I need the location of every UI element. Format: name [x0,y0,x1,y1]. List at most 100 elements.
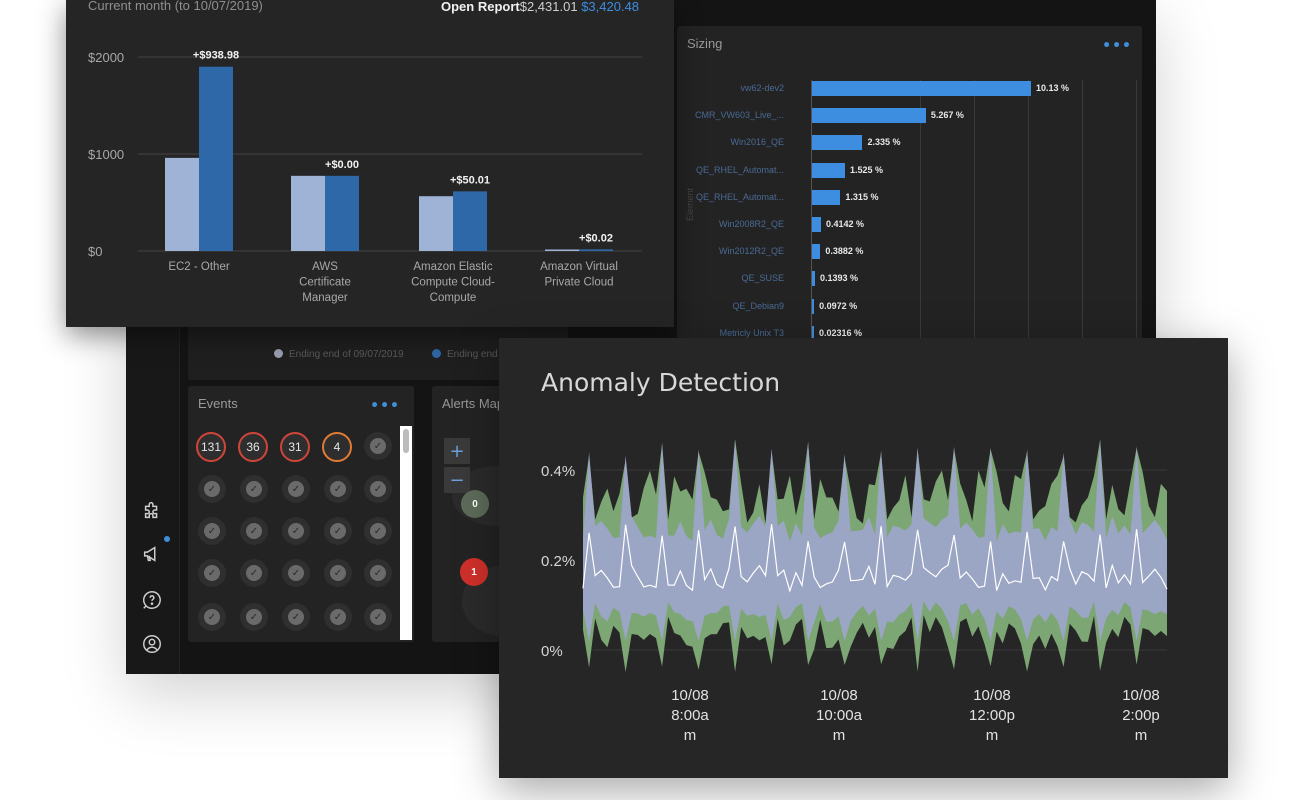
check-icon[interactable]: ✓ [324,603,352,631]
sizing-value: 0.3882 % [825,246,864,257]
bar-current [453,191,487,251]
sizing-row[interactable]: Metricly Unix T3 0.02316 % [677,325,1142,342]
user-avatar-icon[interactable] [140,632,164,656]
more-menu-icon[interactable]: ••• [1102,38,1132,54]
sizing-label: QE_RHEL_Automat... [695,164,784,175]
sizing-row[interactable]: QE_RHEL_Automat... 1.315 % [677,189,1142,206]
map-marker[interactable]: 0 [461,490,489,518]
check-icon[interactable]: ✓ [364,559,392,587]
open-report-link[interactable]: Open Report [441,0,520,14]
check-icon[interactable]: ✓ [198,517,226,545]
check-icon[interactable]: ✓ [282,603,310,631]
check-icon[interactable]: ✓ [198,559,226,587]
sizing-bar [812,189,841,205]
check-icon[interactable]: ✓ [240,603,268,631]
sizing-row[interactable]: QE_RHEL_Automat... 1.525 % [677,162,1142,179]
sizing-bar [812,135,863,151]
panel-title: Alerts Map [442,396,505,411]
bar-current [579,249,613,251]
help-icon[interactable] [140,588,164,612]
sizing-bar [812,244,821,260]
cost-subtitle: Current month (to 10/07/2019) [88,0,263,13]
bar-previous [419,196,453,251]
sizing-row[interactable]: Win2012R2_QE 0.3882 % [677,244,1142,260]
x-tick-label: 10:00a [816,707,863,724]
sizing-value: 5.267 % [930,110,964,121]
zoom-in-button[interactable]: + [444,438,470,464]
sizing-value: 1.525 % [849,164,883,175]
sizing-panel: Sizing ••• Element vw62-dev2 10.13 % CMR_V… [677,26,1142,346]
cost-chart-panel: Current month (to 10/07/2019) Open Repor… [66,0,674,327]
sizing-row[interactable]: QE_Debian9 0.0972 % [677,298,1142,315]
anomaly-area-chart: 0.4% 0.2% 0% 10/08 8:00a m 10/08 10:00a m 10/08 12… [541,439,1168,744]
more-menu-icon[interactable]: ••• [370,398,400,414]
y-tick-label: 0.4% [541,463,575,480]
x-tick-label: m [684,727,697,744]
sizing-label: Win2012R2_QE [718,246,784,257]
event-badge[interactable]: 131 [196,432,226,462]
x-tick-label: Compute Cloud- [411,277,495,289]
grid-line [1136,80,1137,346]
y-tick-label: $1000 [88,147,124,162]
event-badge[interactable]: 31 [280,432,310,462]
check-icon[interactable]: ✓ [364,603,392,631]
x-tick-label: 2:00p [1122,707,1160,724]
open-report-header: Open Report$2,431.01 $3,420.48 [441,0,639,14]
check-icon[interactable]: ✓ [324,475,352,503]
sizing-bar [812,108,926,124]
zoom-out-button[interactable]: − [444,467,470,493]
check-icon[interactable]: ✓ [282,559,310,587]
megaphone-icon[interactable] [140,542,164,566]
sizing-row[interactable]: CMR_VW603_Live_... 5.267 % [677,108,1142,124]
check-icon[interactable]: ✓ [282,475,310,503]
check-icon[interactable]: ✓ [282,517,310,545]
x-tick-label: 10/08 [973,687,1011,704]
previous-total: $2,431.01 [519,0,578,14]
anomaly-value-line [582,524,1168,593]
sizing-label: QE_Debian9 [732,300,784,311]
sizing-row[interactable]: Win2016_QE 2.335 % [677,135,1142,151]
puzzle-icon[interactable] [140,498,164,522]
sizing-value: 10.13 % [1036,83,1070,93]
event-badge[interactable]: 36 [238,432,268,462]
bar-current [199,66,233,251]
check-icon[interactable]: ✓ [364,475,392,503]
sizing-bar [812,325,814,341]
y-tick-label: 0.2% [541,553,575,570]
sizing-bar [812,217,821,232]
map-marker[interactable]: 1 [460,558,488,586]
check-icon[interactable]: ✓ [240,559,268,587]
current-total: $3,420.48 [581,0,640,14]
check-icon[interactable]: ✓ [240,517,268,545]
sizing-label: QE_RHEL_Automat... [695,191,784,202]
check-icon[interactable]: ✓ [324,517,352,545]
sizing-value: 0.02316 % [819,327,863,338]
x-tick-label: 10/08 [820,687,858,704]
data-label: +$0.00 [325,159,359,171]
check-icon[interactable]: ✓ [240,475,268,503]
sizing-bar [812,81,1031,96]
notification-dot [164,536,170,542]
x-tick-label: Amazon Virtual [540,261,618,273]
sizing-label: Win2008R2_QE [718,219,784,229]
sizing-row[interactable]: Win2008R2_QE 0.4142 % [677,217,1142,233]
event-badge[interactable]: 4 [322,432,352,462]
check-icon[interactable]: ✓ [364,517,392,545]
sizing-value: 2.335 % [867,137,901,148]
data-label: +$50.01 [450,174,490,186]
check-icon[interactable]: ✓ [324,559,352,587]
check-icon[interactable]: ✓ [198,603,226,631]
bar-previous [291,175,325,251]
sizing-label: CMR_VW603_Live_... [694,110,784,121]
sizing-row[interactable]: QE_SUSE 0.1393 % [677,271,1142,287]
sizing-value: 1.315 % [845,191,879,202]
data-label: +$938.98 [193,50,239,62]
check-icon[interactable]: ✓ [198,475,226,503]
y-tick-label: $2000 [88,50,124,65]
sizing-row[interactable]: vw62-dev2 10.13 % [677,81,1142,97]
scrollbar[interactable] [400,426,412,640]
check-icon[interactable]: ✓ [364,432,392,460]
panel-title: Anomaly Detection [541,368,781,397]
scrollbar-thumb[interactable] [403,429,409,453]
panel-title: Events [198,396,238,411]
